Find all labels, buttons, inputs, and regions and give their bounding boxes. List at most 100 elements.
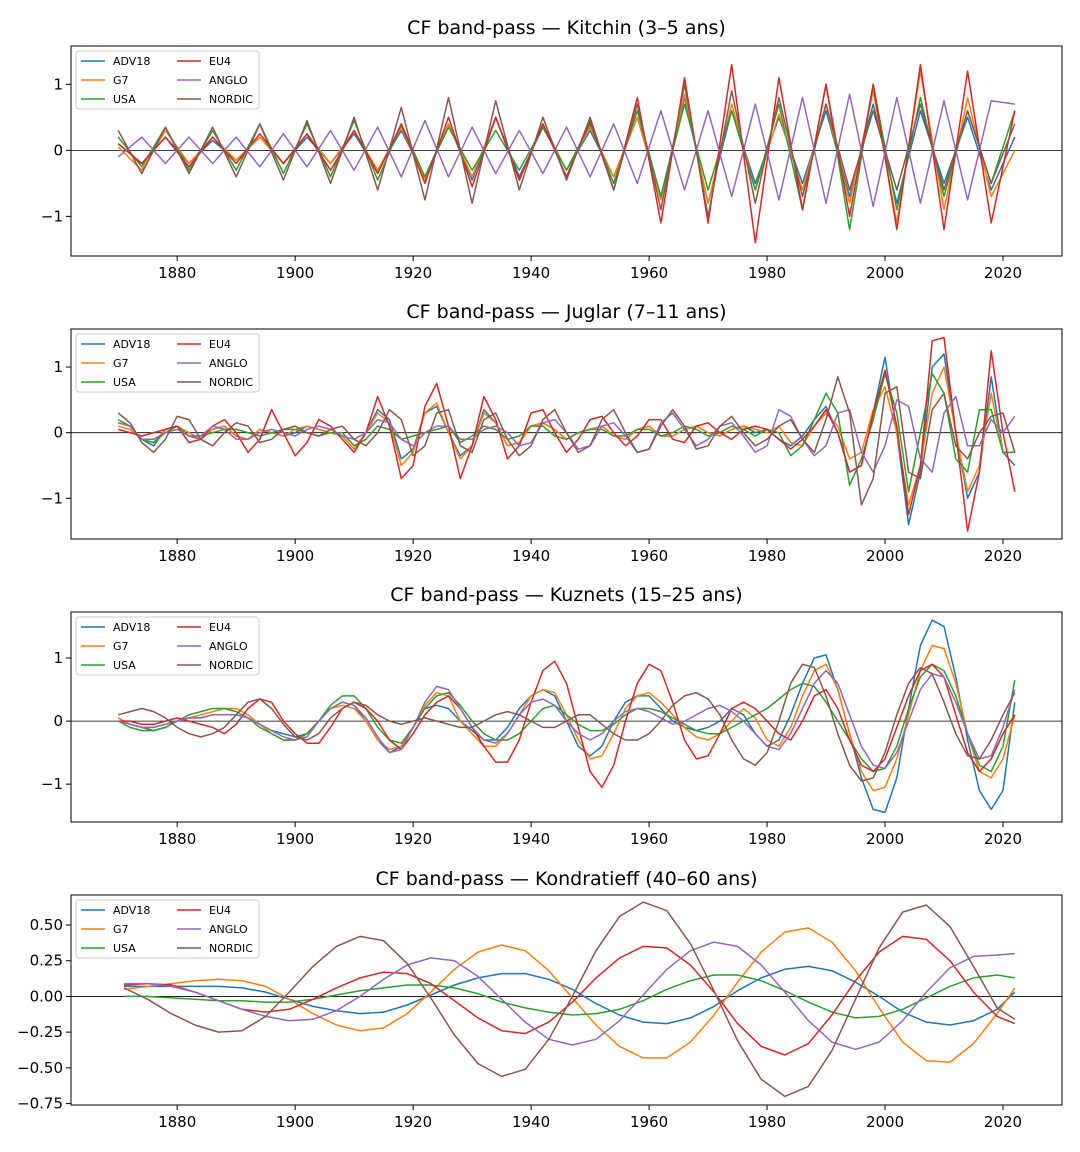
x-tick-label: 1880 (158, 547, 196, 565)
x-tick-label: 2020 (984, 264, 1022, 282)
y-tick-label: 0.25 (30, 952, 63, 970)
x-tick-label: 1900 (276, 264, 314, 282)
series-line-adv18 (124, 965, 1016, 1026)
y-tick-label: −0.75 (17, 1095, 63, 1113)
series-line-usa (117, 663, 1016, 773)
x-tick-label: 1940 (512, 264, 550, 282)
legend-label: ADV18 (113, 55, 150, 68)
legend-label: ANGLO (209, 640, 248, 653)
chart-panel-4: CF band-pass — Kondratieff (40–60 ans) 18… (17, 868, 1063, 1131)
x-tick-label: 1960 (630, 547, 668, 565)
series-line-anglo (117, 93, 1015, 208)
legend-label: G7 (113, 923, 129, 936)
legend-label: NORDIC (209, 93, 253, 106)
x-tick-label: 2000 (866, 830, 904, 848)
legend-label: EU4 (209, 904, 231, 917)
x-tick-label: 1940 (512, 547, 550, 565)
x-tick-label: 2020 (984, 1113, 1022, 1131)
y-tick-label: 0 (53, 712, 63, 730)
legend: ADV18 G7 USA EU4 ANGLO NORDIC (75, 50, 260, 110)
axes-frame (70, 328, 1063, 540)
legend-label: ADV18 (113, 904, 150, 917)
legend-label: ANGLO (209, 923, 248, 936)
legend: ADV18 G7 USA EU4 ANGLO NORDIC (75, 899, 260, 959)
series-line-eu4 (118, 660, 1016, 789)
x-tick-label: 2000 (866, 1113, 904, 1131)
y-tick-label: −1 (41, 775, 63, 793)
y-tick-label: 1 (53, 75, 63, 93)
legend-box (75, 333, 260, 393)
axes-frame (70, 611, 1063, 823)
x-tick-label: 1960 (630, 1113, 668, 1131)
x-tick-label: 1980 (748, 547, 786, 565)
legend-label: ANGLO (209, 74, 248, 87)
y-tick-label: 0.00 (30, 987, 63, 1005)
chart-title: CF band-pass — Kitchin (3–5 ans) (407, 17, 726, 39)
x-tick-label: 1940 (512, 1113, 550, 1131)
x-tick-label: 1980 (748, 264, 786, 282)
x-tick-label: 1900 (276, 547, 314, 565)
legend: ADV18 G7 USA EU4 ANGLO NORDIC (75, 616, 260, 676)
x-tick-label: 1920 (394, 264, 432, 282)
y-tick-label: 0 (53, 141, 63, 159)
x-tick-label: 2020 (984, 830, 1022, 848)
legend-label: EU4 (209, 338, 231, 351)
series-line-usa (124, 974, 1015, 1019)
x-tick-label: 1980 (748, 1113, 786, 1131)
series-line-nordic (117, 83, 1016, 218)
legend-label: ADV18 (113, 621, 150, 634)
legend-box (75, 50, 260, 110)
y-tick-label: −0.25 (17, 1023, 63, 1041)
y-tick-label: −1 (41, 207, 63, 225)
legend-label: G7 (113, 640, 129, 653)
legend-label: USA (113, 659, 136, 672)
y-tick-label: 1 (53, 358, 63, 376)
series-line-nordic (123, 901, 1016, 1098)
legend-label: ADV18 (113, 338, 150, 351)
y-tick-label: 0 (53, 424, 63, 442)
chart-title: CF band-pass — Kondratieff (40–60 ans) (375, 868, 757, 890)
x-tick-label: 1880 (158, 830, 196, 848)
y-tick-label: 0.50 (30, 916, 63, 934)
x-tick-label: 2000 (866, 264, 904, 282)
x-tick-label: 1960 (630, 264, 668, 282)
series-line-usa (117, 83, 1016, 231)
legend: ADV18 G7 USA EU4 ANGLO NORDIC (75, 333, 260, 393)
chart-panel-3: CF band-pass — Kuznets (15–25 ans) 1880 19… (41, 584, 1063, 848)
x-tick-label: 1980 (748, 830, 786, 848)
x-tick-label: 2020 (984, 547, 1022, 565)
legend-label: NORDIC (209, 376, 253, 389)
x-tick-label: 1960 (630, 830, 668, 848)
series-line-eu4 (124, 935, 1016, 1056)
chart-panel-1: CF band-pass — Kitchin (3–5 ans) 1880 1900… (41, 17, 1063, 282)
x-tick-label: 1920 (394, 1113, 432, 1131)
legend-label: USA (113, 376, 136, 389)
series-line-nordic (117, 376, 1016, 506)
legend-label: EU4 (209, 55, 231, 68)
legend-label: ANGLO (209, 357, 248, 370)
legend-box (75, 899, 260, 959)
legend-label: USA (113, 93, 136, 106)
x-tick-label: 1880 (158, 264, 196, 282)
y-tick-label: −0.50 (17, 1059, 63, 1077)
x-tick-label: 1940 (512, 830, 550, 848)
legend-box (75, 616, 260, 676)
legend-label: EU4 (209, 621, 231, 634)
legend-label: G7 (113, 357, 129, 370)
x-tick-label: 1920 (394, 830, 432, 848)
chart-panel-2: CF band-pass — Juglar (7–11 ans) 1880 1900… (41, 301, 1063, 565)
x-tick-label: 1920 (394, 547, 432, 565)
series-line-anglo (124, 941, 1015, 1051)
x-tick-label: 1900 (276, 830, 314, 848)
series-line-nordic (118, 663, 1016, 782)
y-tick-label: −1 (41, 489, 63, 507)
x-tick-label: 1880 (158, 1113, 196, 1131)
x-tick-label: 2000 (866, 547, 904, 565)
axes-frame (70, 45, 1063, 257)
axes-frame (70, 894, 1063, 1106)
y-tick-label: 1 (53, 649, 63, 667)
legend-label: G7 (113, 74, 129, 87)
legend-label: NORDIC (209, 659, 253, 672)
legend-label: USA (113, 942, 136, 955)
